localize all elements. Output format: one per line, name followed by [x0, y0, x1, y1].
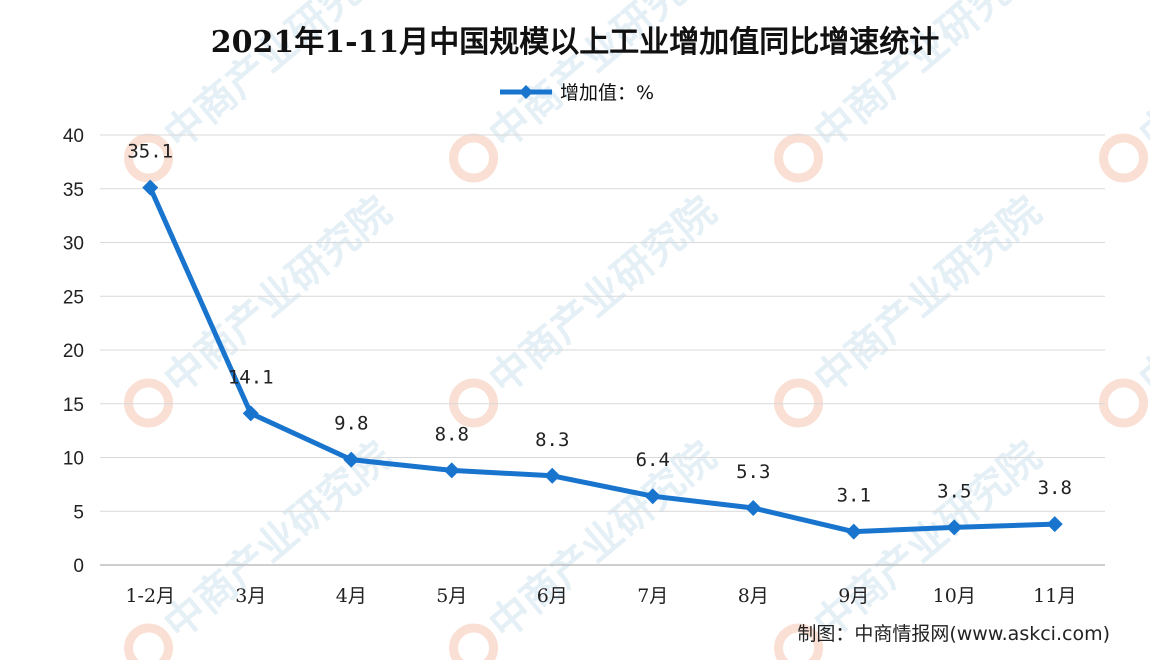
x-tick-label: 4月	[336, 585, 367, 607]
askci-logo-icon	[774, 133, 824, 183]
data-point	[544, 467, 561, 484]
watermark: 中商产业研究院	[449, 433, 725, 660]
data-point	[343, 451, 360, 468]
watermark-text: 中商产业研究院	[481, 433, 725, 648]
watermark: 中商产业研究院	[124, 433, 400, 660]
data-label: 9.8	[334, 413, 368, 435]
x-tick-label: 10月	[933, 585, 976, 607]
x-tick-label: 8月	[738, 585, 769, 607]
y-tick-label: 10	[63, 449, 84, 470]
x-tick-label: 1-2月	[125, 585, 175, 607]
askci-logo-icon	[774, 378, 824, 428]
data-labels: 35.1 14.1 9.8 8.8 8.3 6.4 5.3 3.1 3.5 3.8	[127, 141, 1072, 507]
y-tick-label: 20	[63, 341, 84, 362]
data-point	[745, 500, 762, 517]
x-axis-ticks: 1-2月 3月 4月 5月 6月 7月 8月 9月 10月 11月	[125, 585, 1076, 607]
y-tick-label: 40	[63, 126, 84, 147]
x-tick-label: 3月	[235, 585, 266, 607]
watermark: 中商产业研究院	[1099, 0, 1150, 183]
askci-logo-icon	[124, 133, 174, 183]
x-tick-label: 7月	[637, 585, 668, 607]
askci-logo-icon	[124, 623, 174, 660]
data-label: 3.1	[837, 485, 871, 507]
askci-logo-icon	[449, 378, 499, 428]
askci-logo-icon	[449, 133, 499, 183]
legend: 增加值：%	[500, 82, 654, 104]
data-label: 6.4	[636, 449, 670, 471]
watermark-text: 中商产业研究院	[1131, 0, 1150, 158]
y-tick-label: 5	[73, 502, 84, 523]
x-tick-label: 9月	[838, 585, 869, 607]
data-label: 35.1	[127, 141, 173, 163]
data-point	[644, 488, 661, 505]
watermark-text: 中商产业研究院	[1131, 188, 1150, 403]
source-note: 制图：中商情报网(www.askci.com)	[797, 623, 1110, 645]
watermark: 中商产业研究院	[124, 188, 400, 428]
askci-logo-icon	[1099, 133, 1149, 183]
askci-logo-icon	[124, 378, 174, 428]
y-tick-label: 25	[63, 287, 84, 308]
data-label: 3.5	[937, 480, 971, 502]
data-point	[443, 462, 460, 479]
chart-title: 2021年1-11月中国规模以上工业增加值同比增速统计	[211, 25, 940, 60]
legend-diamond-marker	[519, 85, 533, 99]
data-point	[142, 179, 159, 196]
series-line	[147, 185, 1058, 535]
series-layer	[142, 179, 1063, 540]
data-point	[1046, 516, 1063, 533]
data-label: 5.3	[736, 461, 770, 483]
askci-logo-icon	[1099, 378, 1149, 428]
y-tick-label: 30	[63, 234, 84, 255]
data-label: 8.3	[535, 429, 569, 451]
legend-label: 增加值：%	[560, 82, 654, 104]
askci-logo-icon	[449, 623, 499, 660]
watermark: 中商产业研究院	[774, 188, 1050, 428]
watermark-text: 中商产业研究院	[806, 433, 1050, 648]
x-tick-label: 11月	[1033, 585, 1076, 607]
x-tick-label: 6月	[537, 585, 568, 607]
watermark: 中商产业研究院	[1099, 188, 1150, 428]
gridlines	[100, 134, 1105, 512]
data-label: 8.8	[435, 423, 469, 445]
y-tick-label: 0	[73, 556, 84, 577]
data-point	[845, 523, 862, 540]
data-point	[946, 519, 963, 536]
y-tick-label: 35	[63, 180, 84, 201]
data-point	[242, 405, 259, 422]
watermark: 中商产业研究院	[449, 188, 725, 428]
watermark-text: 中商产业研究院	[156, 433, 400, 648]
y-tick-label: 15	[63, 395, 84, 416]
askci-logo-icon	[774, 623, 824, 660]
data-label: 3.8	[1038, 477, 1072, 499]
y-axis-ticks: 0 5 10 15 20 25 30 35 40	[63, 126, 84, 577]
x-tick-label: 5月	[436, 585, 467, 607]
data-label: 14.1	[228, 366, 274, 388]
